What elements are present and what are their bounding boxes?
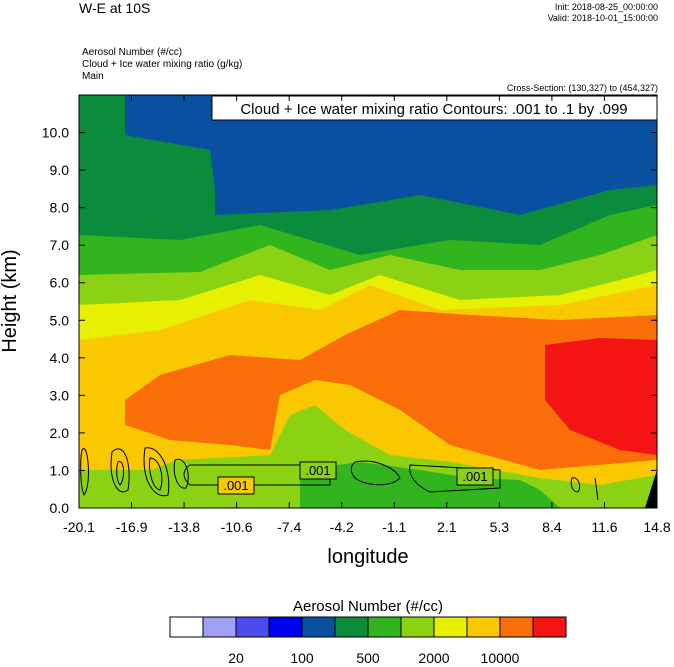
x-tick-label: -4.2 — [330, 519, 354, 535]
contour-title-box — [211, 95, 658, 121]
colorbar-swatch — [202, 616, 237, 638]
y-tick-label: 8.0 — [50, 200, 70, 216]
colorbar-tick-label: 2000 — [418, 650, 449, 666]
valid-time: Valid: 2018-10-01_15:00:00 — [547, 13, 658, 23]
plot-title: W-E at 10S — [79, 0, 151, 16]
y-tick-label: 9.0 — [50, 162, 70, 178]
colorbar-swatch — [268, 616, 303, 638]
field-label-main: Main — [82, 71, 104, 82]
colorbar — [169, 616, 567, 638]
contour-title: Cloud + Ice water mixing ratio Contours:… — [240, 101, 627, 118]
x-tick-label: 8.4 — [542, 519, 562, 535]
y-axis-label: Height (km) — [0, 249, 21, 352]
x-tick-label: -13.8 — [168, 519, 200, 535]
colorbar-tick-label: 20 — [228, 650, 244, 666]
colorbar-tick-label: 500 — [356, 650, 380, 666]
contour-label-box — [456, 467, 494, 486]
heatmap-field — [79, 95, 657, 508]
colorbar-swatch — [466, 616, 501, 638]
colorbar-swatch — [334, 616, 369, 638]
colorbar-title: Aerosol Number (#/cc) — [293, 598, 443, 615]
x-tick-label: -10.6 — [221, 519, 253, 535]
y-tick-label: 5.0 — [50, 312, 70, 328]
colorbar-swatch — [433, 616, 468, 638]
y-tick-label: 7.0 — [50, 237, 70, 253]
x-tick-label: 11.6 — [591, 519, 617, 535]
colorbar-swatch — [169, 616, 204, 638]
x-axis-label: longitude — [327, 546, 408, 568]
colorbar-tick-label: 10000 — [481, 650, 520, 666]
x-tick-label: -20.1 — [63, 519, 95, 535]
x-tick-label: -1.1 — [382, 519, 406, 535]
y-tick-label: 10.0 — [42, 125, 69, 141]
y-tick-label: 4.0 — [50, 350, 70, 366]
colorbar-tick-label: 100 — [290, 650, 314, 666]
colorbar-swatch — [367, 616, 402, 638]
colorbar-tick-labels: 20 100 500 2000 10000 — [228, 650, 519, 666]
contour-label: .001 — [223, 478, 248, 493]
y-tick-label: 6.0 — [50, 275, 70, 291]
contour-label: .001 — [305, 463, 330, 478]
x-tick-label: 5.3 — [490, 519, 510, 535]
y-tick-label: 0.0 — [50, 500, 70, 516]
x-tick-label: 14.8 — [643, 519, 670, 535]
cross-section-label: Cross-Section: (130,327) to (454,327) — [506, 83, 658, 93]
plot-frame — [78, 94, 658, 509]
contour-lines — [80, 447, 599, 501]
contour-label-box — [299, 461, 337, 480]
x-axis: -20.1 -16.9 -13.8 -10.6 -7.4 -4.2 -1.1 2.1 5.3 8.… — [63, 95, 671, 535]
y-tick-label: 3.0 — [50, 387, 70, 403]
y-tick-label: 1.0 — [50, 462, 70, 478]
colorbar-swatch — [499, 616, 534, 638]
colorbar-swatch — [235, 616, 270, 638]
contour-label: .001 — [462, 469, 487, 484]
field-label-cloud: Cloud + Ice water mixing ratio (g/kg) — [82, 59, 243, 70]
field-label-aerosol: Aerosol Number (#/cc) — [82, 47, 183, 58]
init-time: Init: 2018-08-25_00:00:00 — [554, 2, 658, 12]
y-tick-label: 2.0 — [50, 425, 70, 441]
x-tick-label: -16.9 — [116, 519, 148, 535]
colorbar-swatch — [532, 616, 567, 638]
x-tick-label: 2.1 — [437, 519, 457, 535]
contour-label-box — [217, 476, 255, 495]
x-tick-label: -7.4 — [277, 519, 301, 535]
colorbar-swatch — [400, 616, 435, 638]
y-axis: 0.0 1.0 2.0 3.0 4.0 5.0 6.0 7.0 8.0 9.0 10.0 — [42, 125, 657, 516]
colorbar-swatch — [301, 616, 336, 638]
